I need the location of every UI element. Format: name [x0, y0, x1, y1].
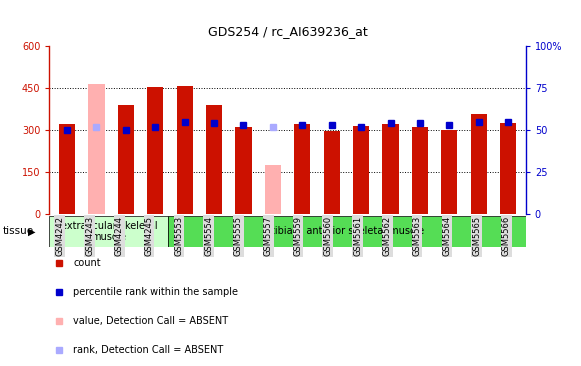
- Text: value, Detection Call = ABSENT: value, Detection Call = ABSENT: [73, 316, 228, 326]
- Bar: [412, 127, 428, 214]
- Bar: [88, 83, 105, 214]
- Bar: [206, 105, 222, 214]
- Bar: [49, 216, 168, 247]
- Text: GSM5563: GSM5563: [413, 216, 422, 256]
- Bar: [235, 127, 252, 214]
- Text: tissue: tissue: [3, 227, 34, 236]
- Bar: [382, 124, 399, 214]
- Text: extraocular skeletal
muscle: extraocular skeletal muscle: [60, 221, 157, 242]
- Text: GSM5562: GSM5562: [383, 216, 392, 256]
- Text: GSM5565: GSM5565: [472, 216, 481, 256]
- Text: GSM5560: GSM5560: [323, 216, 332, 256]
- Bar: [265, 165, 281, 214]
- Text: GSM5553: GSM5553: [174, 216, 184, 256]
- Text: ▶: ▶: [28, 227, 35, 236]
- Bar: [500, 123, 517, 214]
- Bar: [324, 131, 340, 214]
- Bar: [177, 86, 193, 214]
- Bar: [471, 115, 487, 214]
- Text: GSM5557: GSM5557: [264, 216, 272, 256]
- Bar: [59, 124, 75, 214]
- Bar: [168, 216, 526, 247]
- Bar: [294, 124, 310, 214]
- Text: tibialis anterior skeletal muscle: tibialis anterior skeletal muscle: [271, 227, 424, 236]
- Text: GSM5566: GSM5566: [502, 216, 511, 256]
- Text: GSM5561: GSM5561: [353, 216, 362, 256]
- Bar: [441, 130, 457, 214]
- Text: GSM4244: GSM4244: [115, 216, 124, 256]
- Text: GSM5559: GSM5559: [293, 216, 303, 256]
- Text: GSM5554: GSM5554: [204, 216, 213, 256]
- Bar: [353, 126, 369, 214]
- Text: GSM5564: GSM5564: [442, 216, 451, 256]
- Text: rank, Detection Call = ABSENT: rank, Detection Call = ABSENT: [73, 345, 224, 355]
- Text: count: count: [73, 258, 101, 268]
- Text: GSM5555: GSM5555: [234, 216, 243, 256]
- Bar: [147, 87, 163, 214]
- Bar: [118, 105, 134, 214]
- Text: GSM4245: GSM4245: [145, 216, 153, 256]
- Text: percentile rank within the sample: percentile rank within the sample: [73, 287, 238, 297]
- Text: GDS254 / rc_AI639236_at: GDS254 / rc_AI639236_at: [208, 25, 367, 38]
- Text: GSM4243: GSM4243: [85, 216, 94, 256]
- Text: GSM4242: GSM4242: [55, 216, 64, 256]
